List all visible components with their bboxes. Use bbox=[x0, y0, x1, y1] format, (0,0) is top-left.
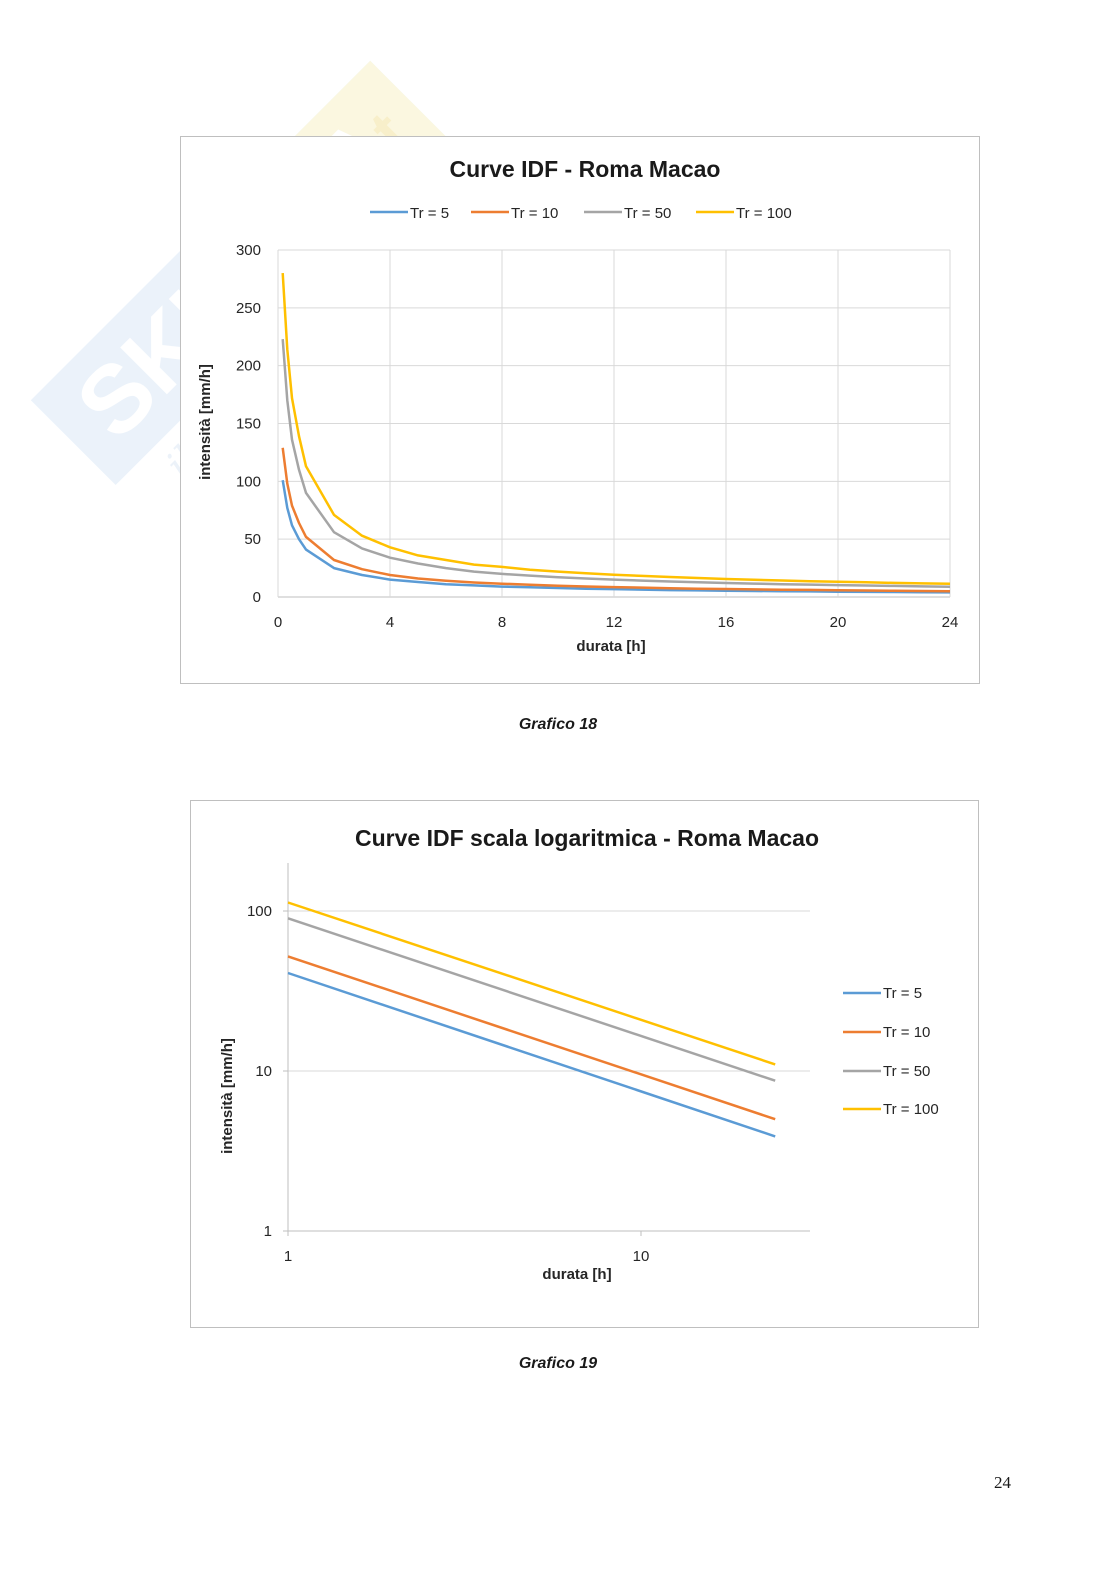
legend: Tr = 5 Tr = 10 Tr = 50 Tr = 100 bbox=[370, 205, 792, 222]
series-lines bbox=[281, 273, 951, 594]
legend: Tr = 5 Tr = 10 Tr = 50 Tr = 100 bbox=[843, 985, 939, 1118]
chart-19-frame: Curve IDF scala logaritmica - Roma Macao… bbox=[190, 800, 979, 1328]
chart-18-svg: Curve IDF - Roma Macao 05010015020025030… bbox=[197, 156, 959, 655]
y-axis-label: intensità [mm/h] bbox=[219, 1038, 236, 1154]
y-tick-label: 200 bbox=[236, 358, 261, 375]
chart-title: Curve IDF - Roma Macao bbox=[450, 156, 721, 182]
y-tick-label: 100 bbox=[247, 903, 272, 920]
y-tick-label: 300 bbox=[236, 242, 261, 259]
legend-label: Tr = 5 bbox=[410, 205, 449, 222]
x-tick-label: 12 bbox=[606, 614, 623, 631]
series-line bbox=[281, 273, 951, 586]
series-line bbox=[281, 339, 951, 588]
series-line bbox=[287, 955, 776, 1121]
x-tick-label: 8 bbox=[498, 614, 506, 631]
y-tick-label: 10 bbox=[255, 1063, 272, 1080]
y-tick-label: 0 bbox=[253, 589, 261, 606]
y-tick-labels: 0 50 100 150 200 250 300 bbox=[236, 242, 261, 606]
x-axis-label: durata [h] bbox=[542, 1266, 611, 1283]
caption-grafico-19: Grafico 19 bbox=[518, 1355, 598, 1372]
legend-label: Tr = 50 bbox=[883, 1063, 930, 1080]
legend-label: Tr = 10 bbox=[511, 205, 558, 222]
x-tick-label: 0 bbox=[274, 614, 282, 631]
x-tick-label: 1 bbox=[284, 1248, 292, 1265]
y-tick-label: 150 bbox=[236, 416, 261, 433]
page-number: 24 bbox=[994, 1473, 1011, 1492]
chart-19-svg: Curve IDF scala logaritmica - Roma Macao… bbox=[219, 825, 939, 1283]
x-tick-label: 16 bbox=[718, 614, 735, 631]
caption-grafico-18: Grafico 18 bbox=[518, 716, 598, 733]
series-lines bbox=[287, 901, 776, 1138]
x-tick-label: 20 bbox=[830, 614, 847, 631]
chart-18-frame: Curve IDF - Roma Macao 0 50 100 150 200 250 30… bbox=[180, 136, 980, 684]
x-tick-label: 24 bbox=[942, 614, 959, 631]
series-line bbox=[281, 479, 951, 594]
x-tick-label: 4 bbox=[386, 614, 394, 631]
y-tick-label: 50 bbox=[244, 531, 261, 548]
series-line bbox=[281, 447, 951, 593]
legend-label: Tr = 5 bbox=[883, 985, 922, 1002]
grid-lines bbox=[283, 863, 810, 1236]
series-line bbox=[287, 901, 776, 1066]
series-line bbox=[287, 971, 776, 1138]
y-tick-label: 100 bbox=[236, 473, 261, 490]
grid-lines bbox=[277, 249, 951, 598]
legend-label: Tr = 50 bbox=[624, 205, 671, 222]
series-line bbox=[287, 917, 776, 1082]
x-axis-label: durata [h] bbox=[576, 638, 645, 655]
x-tick-labels: 1 10 bbox=[284, 1248, 650, 1265]
x-tick-label: 10 bbox=[633, 1248, 650, 1265]
legend-label: Tr = 10 bbox=[883, 1024, 930, 1041]
legend-label: Tr = 100 bbox=[883, 1101, 939, 1118]
chart-title: Curve IDF scala logaritmica - Roma Macao bbox=[355, 825, 819, 851]
y-axis-label: intensità [mm/h] bbox=[197, 364, 214, 480]
x-tick-labels: 0 4 8 12 16 20 24 bbox=[274, 614, 959, 631]
y-tick-label: 250 bbox=[236, 300, 261, 317]
y-tick-label: 1 bbox=[264, 1223, 272, 1240]
y-tick-labels: 1 10 100 bbox=[247, 903, 272, 1240]
legend-label: Tr = 100 bbox=[736, 205, 792, 222]
